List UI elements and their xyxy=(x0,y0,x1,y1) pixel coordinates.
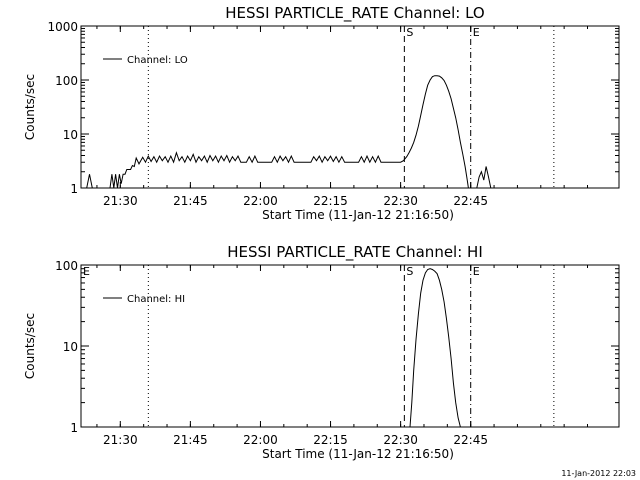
legend-entry: Channel: LO xyxy=(127,55,188,66)
event-marker-label: S xyxy=(406,26,413,39)
x-axis-label: Start Time (11-Jan-12 21:16:50) xyxy=(262,447,454,461)
x-tick-label: 22:00 xyxy=(243,194,278,208)
y-tick-label: 1 xyxy=(70,421,78,435)
generation-timestamp: 11-Jan-2012 22:03 xyxy=(561,469,636,478)
y-tick-label: 10 xyxy=(63,340,78,354)
y-tick-label: 100 xyxy=(55,74,78,88)
x-tick-label: 22:00 xyxy=(243,433,278,447)
x-tick-label: 21:30 xyxy=(103,194,138,208)
event-marker-label: S xyxy=(406,265,413,278)
legend-entry: Channel: HI xyxy=(127,294,185,305)
chart-title: HESSI PARTICLE_RATE Channel: HI xyxy=(227,243,483,262)
x-axis-label: Start Time (11-Jan-12 21:16:50) xyxy=(262,208,454,222)
series-line xyxy=(409,268,461,428)
y-axis-label: Counts/sec xyxy=(23,313,37,379)
series-line xyxy=(80,75,498,189)
x-tick-label: 22:30 xyxy=(383,194,418,208)
x-tick-label: 22:15 xyxy=(313,194,348,208)
y-tick-label: 1 xyxy=(70,182,78,196)
y-axis-label: Counts/sec xyxy=(23,74,37,140)
chart-panel-1: HESSI PARTICLE_RATE Channel: LO 21:30 21:4… xyxy=(23,4,620,222)
chart-title: HESSI PARTICLE_RATE Channel: LO xyxy=(225,4,484,23)
plot-frame xyxy=(80,25,620,189)
x-tick-label: 21:30 xyxy=(103,433,138,447)
x-tick-label: 21:45 xyxy=(173,194,208,208)
event-marker-label: E xyxy=(83,265,90,278)
event-marker-label: E xyxy=(473,265,480,278)
event-marker-label: E xyxy=(473,26,480,39)
x-tick-label: 22:30 xyxy=(383,433,418,447)
x-tick-label: 21:45 xyxy=(173,433,208,447)
y-tick-label: 1000 xyxy=(47,20,78,34)
y-tick-label: 10 xyxy=(63,128,78,142)
y-tick-label: 100 xyxy=(55,259,78,273)
x-tick-label: 22:45 xyxy=(453,194,488,208)
x-tick-label: 22:45 xyxy=(453,433,488,447)
chart-panel-2: HESSI PARTICLE_RATE Channel: HI 21:30 21:4… xyxy=(23,243,620,461)
plot-frame xyxy=(80,264,620,428)
x-tick-label: 22:15 xyxy=(313,433,348,447)
